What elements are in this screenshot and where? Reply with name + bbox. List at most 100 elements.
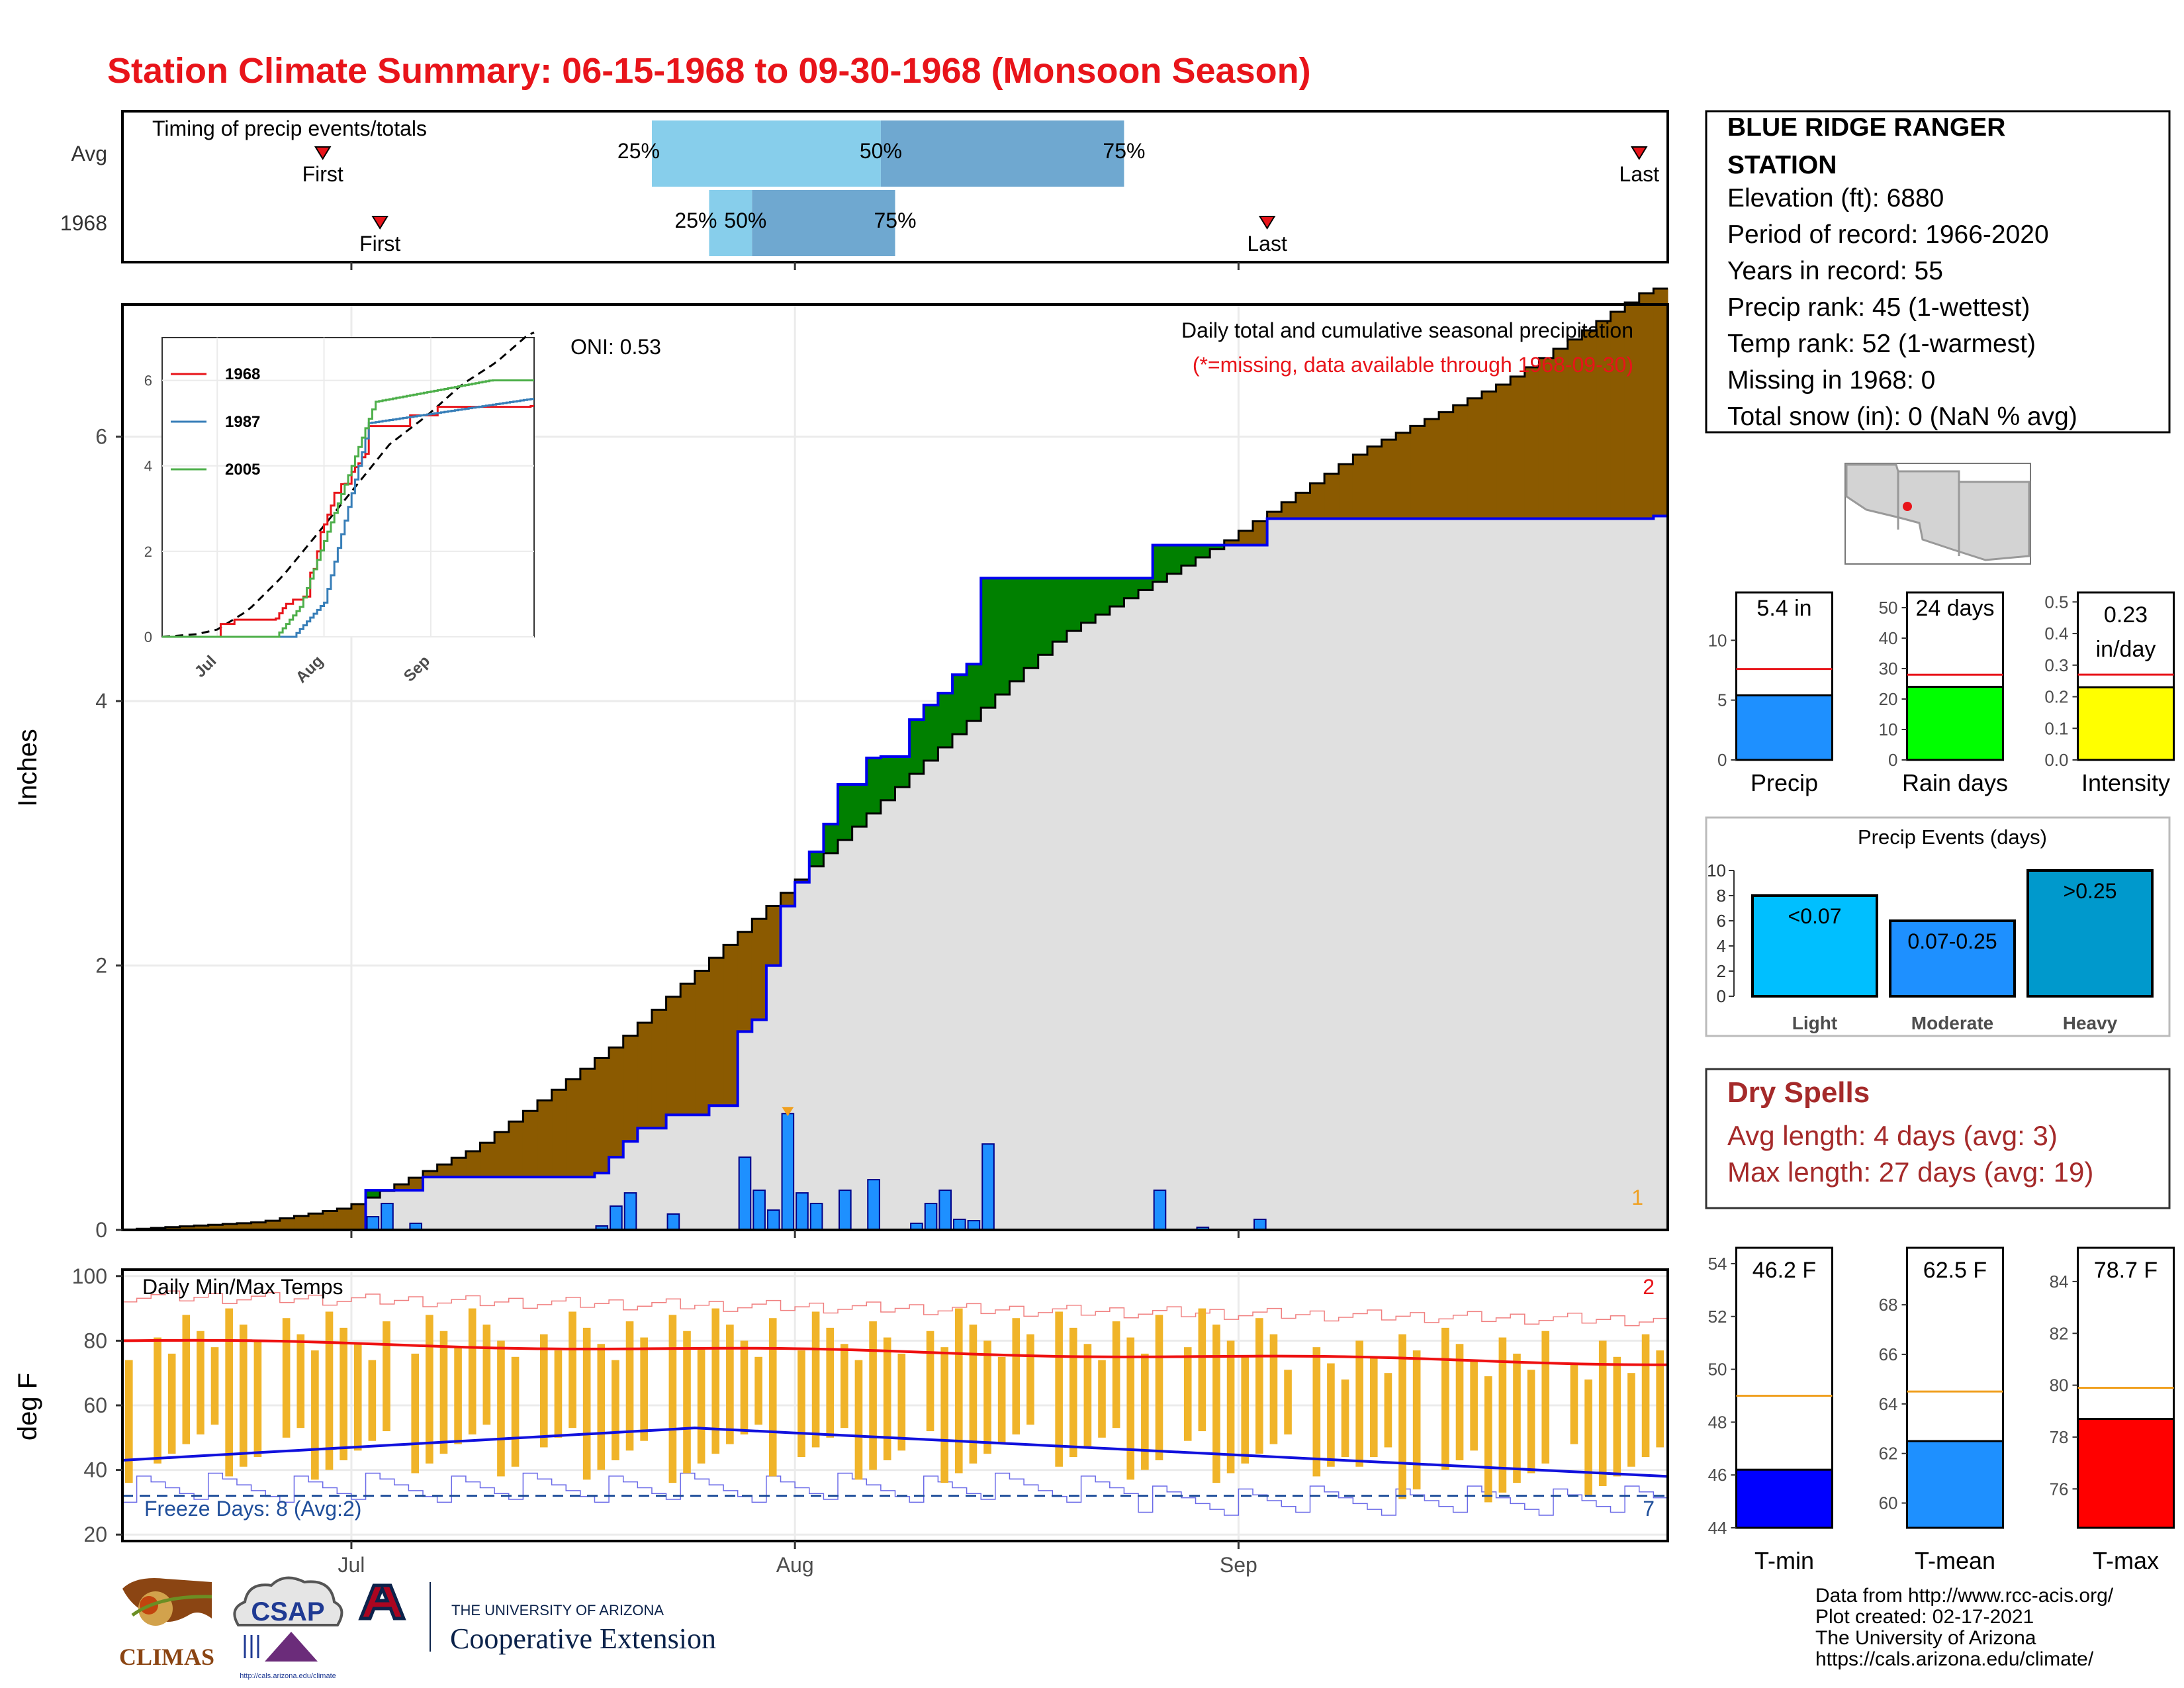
temp-y-tick-label: 100 <box>72 1264 107 1288</box>
mini-tick-label: 48 <box>1708 1412 1727 1432</box>
daily-temp-bar <box>582 1327 591 1480</box>
daily-temp-bar <box>239 1324 248 1467</box>
daily-temp-bar <box>1083 1344 1092 1448</box>
mini-tick-label: 40 <box>1879 628 1898 648</box>
daily-temp-bar <box>1069 1327 1077 1458</box>
daily-temp-bar <box>253 1340 262 1458</box>
daily-precip-bar <box>381 1203 394 1231</box>
daily-temp-bar <box>411 1353 420 1474</box>
daily-temp-bar <box>625 1321 634 1451</box>
avg-tmax-line <box>122 1338 1668 1366</box>
mini-tick-label: 30 <box>1879 659 1898 679</box>
mini-tick-label: 46 <box>1708 1465 1727 1485</box>
daily-temp-bar <box>1384 1373 1392 1448</box>
precip-chart: Inches ONI: 0.53 Daily total and cumulat… <box>13 262 1669 1242</box>
daily-precip-bar <box>796 1192 809 1231</box>
daily-temp-bar <box>1398 1334 1406 1499</box>
side-rain-days-label: Rain days <box>1902 769 2008 796</box>
mini-tick-label: 52 <box>1708 1307 1727 1327</box>
inset-legend-label: 2005 <box>225 461 260 479</box>
daily-temp-bar <box>811 1311 820 1448</box>
mini-tick-label: 0.0 <box>2044 750 2068 770</box>
station-years: Years in record: 55 <box>1727 257 1943 285</box>
daily-temp-bar <box>225 1308 233 1477</box>
mini-tick-label: 62 <box>1879 1444 1898 1464</box>
temp-count-bottom: 7 <box>1643 1497 1655 1521</box>
daily-temp-bar <box>1327 1363 1335 1467</box>
inset-legend-label: 1968 <box>225 365 260 383</box>
daily-temp-bar <box>482 1324 491 1425</box>
daily-precip-bar <box>366 1216 380 1231</box>
record-high-line <box>122 1290 1668 1327</box>
daily-temp-bar <box>197 1331 205 1434</box>
mini-tick-label: 10 <box>1708 630 1727 650</box>
daily-temp-bar <box>1141 1353 1149 1470</box>
daily-precip-bar <box>666 1213 680 1231</box>
event-bar <box>1751 894 1878 998</box>
daily-temp-bar <box>983 1340 991 1454</box>
daily-precip-bar <box>924 1203 938 1231</box>
station-missing: Missing in 1968: 0 <box>1727 366 1935 395</box>
temp-y-tick-label: 40 <box>83 1458 107 1482</box>
temp-x-tick-label: Jul <box>338 1553 365 1577</box>
daily-temp-bar <box>125 1360 133 1483</box>
daily-temp-bar <box>167 1353 176 1454</box>
daily-temp-bar <box>697 1347 705 1464</box>
daily-temp-bar <box>1527 1370 1535 1474</box>
last-label: Last <box>1619 162 1660 186</box>
daily-temp-bar <box>1627 1373 1635 1467</box>
quartile-bar-50-75 <box>880 120 1124 187</box>
dry-spells-max: Max length: 27 days (avg: 19) <box>1727 1156 2093 1188</box>
side-precip-value: 5.4 in <box>1756 596 1811 621</box>
station-temp-rank: Temp rank: 52 (1-warmest) <box>1727 330 2036 358</box>
dry-spells-title: Dry Spells <box>1727 1076 1870 1109</box>
station-name-2: STATION <box>1727 151 1837 179</box>
station-name-1: BLUE RIDGE RANGER <box>1727 113 2005 142</box>
side-tmax-label: T-max <box>2093 1547 2159 1574</box>
daily-precip-bar <box>952 1219 966 1231</box>
daily-temp-bar <box>1570 1363 1578 1444</box>
daily-temp-bar <box>353 1344 362 1451</box>
daily-temp-bar <box>296 1334 305 1429</box>
daily-temp-bar <box>612 1360 619 1460</box>
side-intensity-value-1: 0.23 <box>2104 602 2148 628</box>
first-label: First <box>359 232 400 256</box>
climas-logo-text: CLIMAS <box>119 1644 214 1670</box>
daily-precip-bar <box>766 1209 780 1231</box>
ua-logo: THE UNIVERSITY OF ARIZONA Cooperative Ex… <box>358 1582 716 1655</box>
daily-precip-bar <box>809 1203 823 1231</box>
daily-temp-bar <box>554 1350 563 1438</box>
first-marker <box>371 216 388 230</box>
daily-precip-bar <box>938 1190 952 1231</box>
daily-temp-bar <box>426 1315 433 1464</box>
csap-logo: CSAP http://cals.arizona.edu/climate <box>233 1576 343 1680</box>
daily-temp-bar <box>1126 1337 1135 1480</box>
daily-temp-bar <box>954 1308 963 1474</box>
daily-precip-bar <box>981 1143 995 1231</box>
daily-temp-bar <box>597 1344 606 1470</box>
daily-temp-bar <box>1484 1376 1492 1503</box>
daily-temp-bar <box>1183 1347 1192 1441</box>
daily-temp-bar <box>1470 1360 1478 1451</box>
temp-count-top: 2 <box>1643 1275 1655 1299</box>
station-location-dot <box>1903 502 1912 511</box>
daily-temp-bar <box>1598 1340 1607 1487</box>
temp-ylabel: deg F <box>13 1373 42 1440</box>
side-intensity-value-2: in/day <box>2096 637 2156 662</box>
quartile-25-label: 25% <box>617 139 660 163</box>
mini-value-bar <box>1906 686 2004 761</box>
daily-temp-bar <box>1269 1334 1278 1444</box>
daily-temp-bar <box>711 1308 720 1454</box>
temp-chart: Daily Min/Max Temps deg F Freeze Days: 8… <box>13 1264 1669 1577</box>
footer-line-2: Plot created: 02-17-2021 <box>1815 1606 2034 1628</box>
y-tick-label: 4 <box>95 689 107 713</box>
daily-precip-bar <box>1253 1219 1267 1231</box>
daily-temp-bar <box>1412 1350 1421 1489</box>
daily-temp-bar <box>439 1331 448 1454</box>
daily-temp-bar <box>883 1337 891 1460</box>
footer-line-1: Data from http://www.rcc-acis.org/ <box>1815 1585 2114 1607</box>
temp-x-tick-label: Aug <box>776 1553 814 1577</box>
daily-temp-bar <box>1098 1360 1106 1438</box>
avg-tmin-line <box>122 1427 1668 1478</box>
